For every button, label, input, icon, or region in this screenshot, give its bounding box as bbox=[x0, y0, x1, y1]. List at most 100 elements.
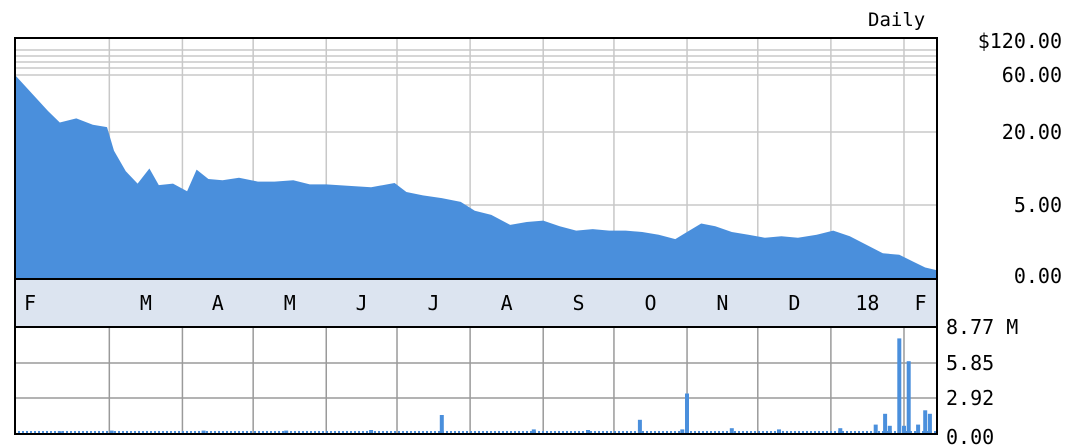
volume-bar-baseline bbox=[250, 431, 252, 433]
volume-bar-baseline bbox=[822, 431, 824, 433]
volume-bar-baseline bbox=[678, 431, 680, 433]
volume-bar bbox=[201, 430, 206, 434]
volume-bar-baseline bbox=[206, 431, 208, 433]
volume-bar-baseline bbox=[194, 431, 196, 433]
volume-bar-baseline bbox=[218, 431, 220, 433]
volume-bar-baseline bbox=[262, 431, 264, 433]
volume-bar-baseline bbox=[522, 431, 524, 433]
volume-bar-baseline bbox=[494, 431, 496, 433]
volume-bar-baseline bbox=[330, 431, 332, 433]
volume-bar-baseline bbox=[842, 431, 844, 433]
volume-bar-baseline bbox=[386, 431, 388, 433]
volume-bar bbox=[680, 429, 685, 434]
volume-bar-baseline bbox=[582, 431, 584, 433]
price-axis-label: 0.00 bbox=[1014, 264, 1062, 288]
volume-bar-baseline bbox=[574, 431, 576, 433]
volume-bar-baseline bbox=[234, 431, 236, 433]
volume-bar-baseline bbox=[438, 431, 440, 433]
volume-bar-baseline bbox=[482, 431, 484, 433]
volume-bar-baseline bbox=[106, 431, 108, 433]
volume-bar bbox=[637, 419, 642, 434]
volume-bar-baseline bbox=[762, 431, 764, 433]
volume-bar-baseline bbox=[550, 431, 552, 433]
volume-bar-baseline bbox=[310, 431, 312, 433]
volume-bar-baseline bbox=[670, 431, 672, 433]
month-label: M bbox=[284, 291, 296, 315]
month-label: A bbox=[212, 291, 224, 315]
volume-bar-baseline bbox=[714, 431, 716, 433]
volume-bar-baseline bbox=[634, 431, 636, 433]
volume-axis-label: 8.77 M bbox=[946, 315, 1018, 339]
volume-bar-baseline bbox=[662, 431, 664, 433]
month-label: F bbox=[24, 291, 36, 315]
volume-bar-baseline bbox=[854, 431, 856, 433]
volume-bar bbox=[685, 393, 689, 434]
month-label: M bbox=[140, 291, 152, 315]
volume-bar-baseline bbox=[294, 431, 296, 433]
volume-bar-baseline bbox=[774, 431, 776, 433]
volume-bar-baseline bbox=[398, 431, 400, 433]
volume-axis-label: 0.00 bbox=[946, 425, 994, 448]
volume-bar-baseline bbox=[826, 431, 828, 433]
volume-bar-baseline bbox=[74, 431, 76, 433]
volume-bar-baseline bbox=[254, 431, 256, 433]
volume-bar-baseline bbox=[406, 431, 408, 433]
volume-bar-baseline bbox=[806, 431, 808, 433]
volume-bars bbox=[18, 338, 936, 434]
volume-bar-baseline bbox=[318, 431, 320, 433]
volume-bar-baseline bbox=[306, 431, 308, 433]
volume-bar-baseline bbox=[850, 431, 852, 433]
volume-bar-baseline bbox=[614, 431, 616, 433]
volume-bar-baseline bbox=[42, 431, 44, 433]
volume-bar bbox=[897, 338, 902, 434]
volume-bar-baseline bbox=[718, 431, 720, 433]
volume-bar-baseline bbox=[166, 431, 168, 433]
volume-bar-baseline bbox=[346, 431, 348, 433]
volume-axis-label: 2.92 bbox=[946, 386, 994, 410]
volume-bar-baseline bbox=[270, 431, 272, 433]
month-axis-band bbox=[14, 278, 938, 328]
volume-bar-baseline bbox=[70, 431, 72, 433]
volume-bar-baseline bbox=[118, 431, 120, 433]
volume-bar-baseline bbox=[78, 431, 80, 433]
volume-bar bbox=[902, 425, 906, 434]
volume-bar-baseline bbox=[382, 431, 384, 433]
volume-bar-baseline bbox=[766, 431, 768, 433]
volume-bar-baseline bbox=[818, 431, 820, 433]
volume-bar-baseline bbox=[150, 431, 152, 433]
volume-bar bbox=[906, 361, 911, 434]
volume-bar-baseline bbox=[566, 431, 568, 433]
volume-bar-baseline bbox=[22, 431, 24, 433]
volume-bar-baseline bbox=[782, 431, 784, 433]
volume-bar-baseline bbox=[430, 431, 432, 433]
volume-bar bbox=[369, 430, 374, 434]
volume-bar bbox=[838, 428, 843, 434]
month-label: A bbox=[501, 291, 513, 315]
volume-bar-baseline bbox=[542, 431, 544, 433]
volume-axis-labels: 8.77 M 5.85 2.92 0.00 bbox=[946, 315, 1018, 448]
frequency-label: Daily bbox=[868, 9, 925, 31]
volume-bar-baseline bbox=[126, 431, 128, 433]
volume-bar-baseline bbox=[94, 431, 96, 433]
volume-bar-baseline bbox=[594, 431, 596, 433]
volume-bar-baseline bbox=[210, 431, 212, 433]
volume-bar-baseline bbox=[754, 431, 756, 433]
volume-bar-baseline bbox=[618, 431, 620, 433]
volume-bar bbox=[531, 429, 536, 434]
volume-bar-baseline bbox=[694, 431, 696, 433]
volume-bar-baseline bbox=[602, 431, 604, 433]
volume-bar bbox=[883, 413, 888, 434]
month-label: J bbox=[356, 291, 368, 315]
volume-bar-baseline bbox=[358, 431, 360, 433]
volume-bar-baseline bbox=[878, 431, 880, 433]
volume-bar-baseline bbox=[170, 431, 172, 433]
volume-bar-baseline bbox=[470, 431, 472, 433]
volume-bar-baseline bbox=[46, 431, 48, 433]
volume-bar-baseline bbox=[342, 431, 344, 433]
volume-bar-baseline bbox=[230, 431, 232, 433]
month-axis-labels: F M A M J J A S O N D 18 F bbox=[24, 291, 927, 315]
volume-bar-baseline bbox=[50, 431, 52, 433]
volume-bar bbox=[57, 431, 62, 434]
volume-bar-baseline bbox=[138, 431, 140, 433]
